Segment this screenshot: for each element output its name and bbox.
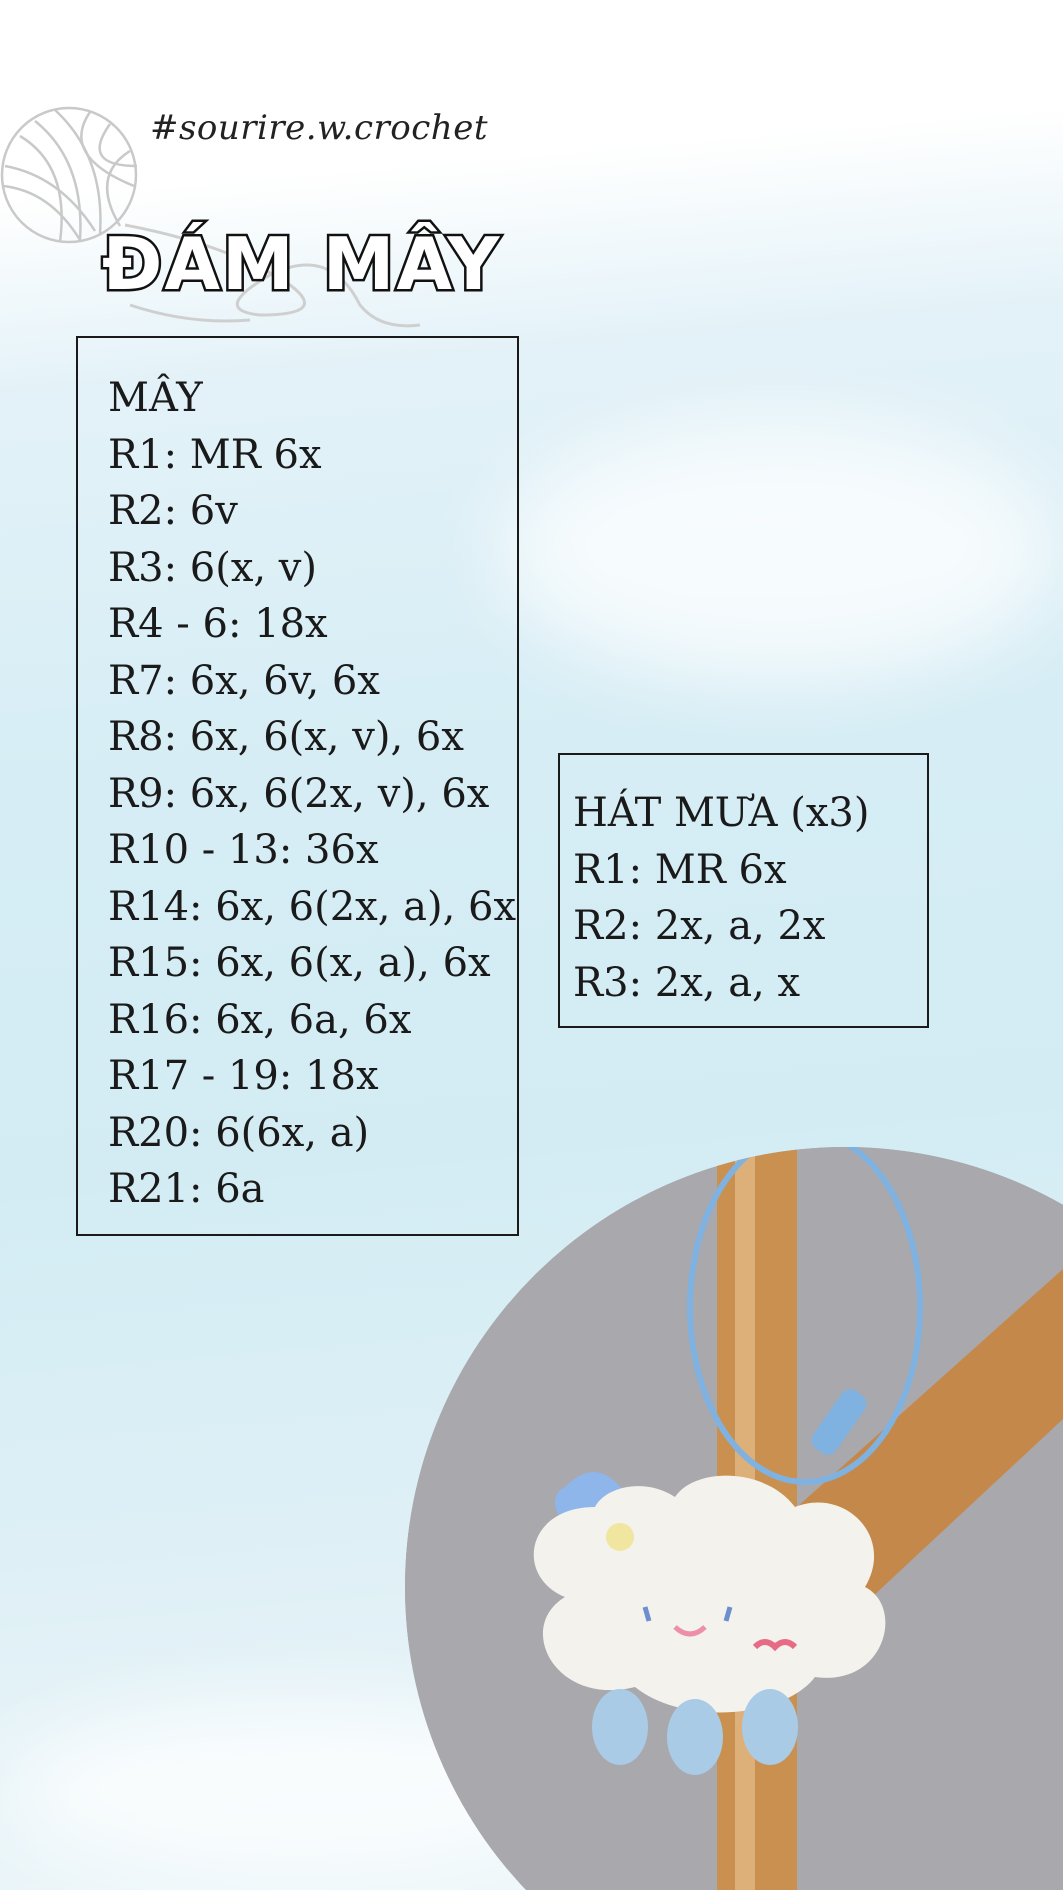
- yarn-strand: [124, 223, 421, 328]
- page-title: ĐÁM MÂY: [99, 220, 502, 309]
- brand-hashtag: #sourire.w.crochet: [150, 108, 488, 148]
- background-cloud: [500, 420, 1060, 680]
- pattern-row: R8: 6x, 6(x, v), 6x: [108, 714, 464, 760]
- crochet-cloud-keychain-image: [405, 1147, 1063, 1890]
- pattern-box-raindrop: HÁT MƯA (x3) R1: MR 6x R2: 2x, a, 2x R3:…: [558, 753, 929, 1028]
- pattern-row: R7: 6x, 6v, 6x: [108, 657, 380, 704]
- pattern-row: R16: 6x, 6a, 6x: [108, 996, 412, 1043]
- pattern-row: R4 - 6: 18x: [108, 601, 328, 647]
- section-heading: HÁT MƯA (x3): [573, 790, 870, 836]
- pattern-row: R2: 2x, a, 2x: [573, 903, 826, 949]
- pattern-box-cloud: MÂY R1: MR 6x R2: 6v R3: 6(x, v) R4 - 6:…: [76, 336, 519, 1236]
- section-heading: MÂY: [108, 375, 203, 421]
- pattern-row: R2: 6v: [108, 488, 238, 534]
- pattern-row: R17 - 19: 18x: [108, 1053, 379, 1099]
- yarn-ball-icon: [0, 106, 138, 244]
- pattern-row: R1: MR 6x: [573, 846, 787, 893]
- pattern-row: R3: 6(x, v): [108, 544, 318, 591]
- pattern-row: R21: 6a: [108, 1166, 265, 1212]
- pattern-row: R15: 6x, 6(x, a), 6x: [108, 940, 491, 986]
- product-photo: [405, 1147, 1063, 1890]
- pattern-row: R10 - 13: 36x: [108, 827, 379, 873]
- pattern-row: R3: 2x, a, x: [573, 959, 801, 1006]
- pattern-row: R1: MR 6x: [108, 431, 322, 478]
- pattern-row: R14: 6x, 6(2x, a), 6x: [108, 883, 517, 930]
- pattern-row: R9: 6x, 6(2x, v), 6x: [108, 770, 490, 817]
- pattern-row: R20: 6(6x, a): [108, 1109, 370, 1156]
